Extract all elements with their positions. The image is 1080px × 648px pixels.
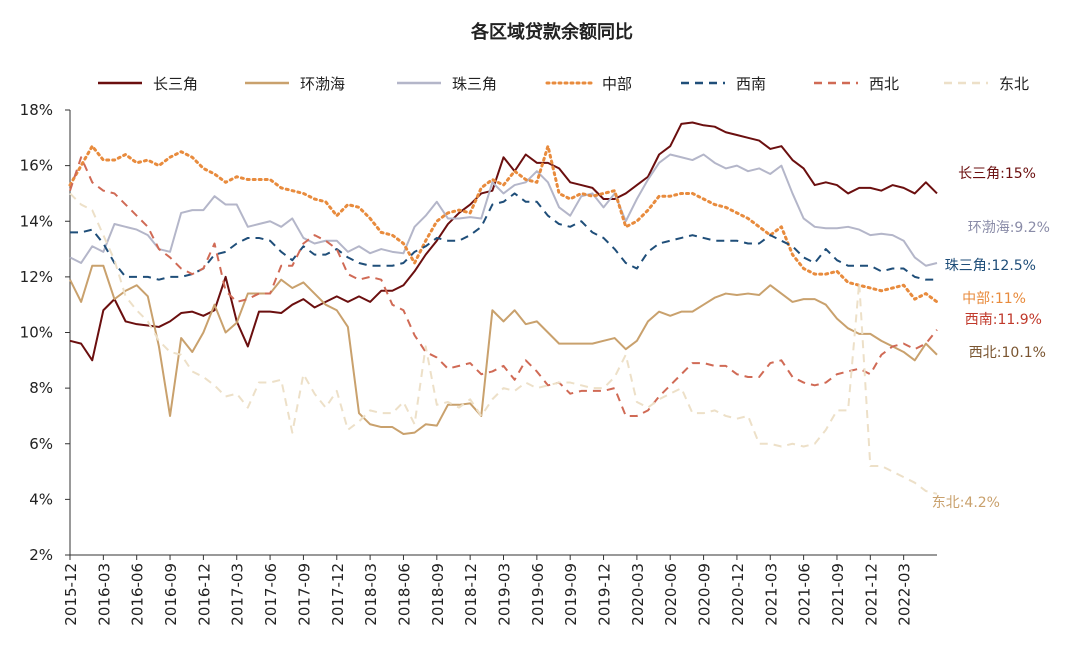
x-tick-label: 2019-09 xyxy=(562,563,580,626)
legend-item: 东北 xyxy=(944,75,1029,93)
y-axis: 2% 4% 6% 8% 10% 12% 14% 16% 18% xyxy=(20,101,71,564)
x-tick-label: 2019-03 xyxy=(496,563,514,626)
x-tick-label: 2020-03 xyxy=(629,563,647,626)
x-tick-label: 2017-12 xyxy=(329,563,347,626)
end-label: 珠三角:12.5% xyxy=(945,258,1036,274)
x-tick-label: 2020-09 xyxy=(696,563,714,626)
chart-title: 各区域贷款余额同比 xyxy=(470,21,633,43)
x-tick-label: 2016-09 xyxy=(162,563,180,626)
legend-item: 西南 xyxy=(681,75,766,93)
end-label: 西南:11.9% xyxy=(965,312,1042,328)
end-labels: 长三角:15% 环渤海:9.2% 珠三角:12.5% 中部:11% 西南:11.9% 西北… xyxy=(932,166,1050,511)
x-tick-label: 2017-06 xyxy=(262,563,280,626)
x-tick-label: 2018-03 xyxy=(362,563,380,626)
x-tick-label: 2017-09 xyxy=(295,563,313,626)
y-tick-label: 6% xyxy=(29,435,53,453)
x-tick-label: 2021-06 xyxy=(796,563,814,626)
x-tick-label: 2019-12 xyxy=(596,563,614,626)
legend-label: 长三角 xyxy=(153,75,198,93)
x-tick-label: 2016-12 xyxy=(195,563,213,626)
legend-label: 环渤海 xyxy=(300,75,345,93)
legend-label: 东北 xyxy=(999,75,1029,93)
legend-label: 西北 xyxy=(869,75,899,93)
legend-item: 中部 xyxy=(545,75,632,93)
x-tick-label: 2018-12 xyxy=(462,563,480,626)
x-tick-label: 2018-09 xyxy=(429,563,447,626)
x-tick-label: 2021-03 xyxy=(762,563,780,626)
series-line-9-2 xyxy=(69,264,938,436)
x-tick-label: 2020-06 xyxy=(662,563,680,626)
x-axis: 2015-12 2016-03 2016-06 2016-09 2016-12 2017-… xyxy=(62,554,937,626)
legend-label: 珠三角 xyxy=(452,75,497,93)
x-tick-label: 2017-03 xyxy=(229,563,247,626)
end-label: 东北:4.2% xyxy=(932,495,1000,511)
x-tick-label: 2019-06 xyxy=(529,563,547,626)
x-tick-label: 2022-03 xyxy=(896,563,914,626)
y-tick-label: 14% xyxy=(20,212,53,230)
legend-item: 环渤海 xyxy=(245,75,345,93)
y-tick-label: 16% xyxy=(20,157,53,175)
end-label: 长三角:15% xyxy=(958,166,1036,182)
x-tick-label: 2021-09 xyxy=(829,563,847,626)
end-label: 西北:10.1% xyxy=(969,345,1046,361)
series-line-4-2 xyxy=(69,192,938,495)
legend-label: 中部 xyxy=(602,75,632,93)
series-line-11-9 xyxy=(70,192,937,281)
legend-item: 长三角 xyxy=(98,75,198,93)
x-tick-label: 2021-12 xyxy=(862,563,880,626)
x-tick-label: 2016-03 xyxy=(95,563,113,626)
series-line-12-5 xyxy=(69,153,938,267)
series-line-15 xyxy=(69,121,938,362)
legend-item: 西北 xyxy=(814,75,899,93)
y-tick-label: 12% xyxy=(20,268,53,286)
legend-item: 珠三角 xyxy=(397,75,497,93)
y-tick-label: 18% xyxy=(20,101,53,119)
plot-series xyxy=(68,121,939,495)
x-tick-label: 2018-06 xyxy=(395,563,413,626)
y-tick-label: 2% xyxy=(29,546,53,564)
series-line-10-1 xyxy=(69,156,938,417)
legend-label: 西南 xyxy=(736,75,766,93)
y-tick-label: 4% xyxy=(29,490,53,508)
series-line-11 xyxy=(68,144,939,304)
y-tick-label: 10% xyxy=(20,324,53,342)
x-tick-label: 2020-12 xyxy=(729,563,747,626)
x-tick-label: 2016-06 xyxy=(129,563,147,626)
end-label: 环渤海:9.2% xyxy=(968,220,1050,236)
y-tick-label: 8% xyxy=(29,379,53,397)
legend: 长三角 环渤海 珠三角 中部 西南 西北 东北 xyxy=(98,75,1029,93)
x-tick-label: 2015-12 xyxy=(62,563,80,626)
end-label: 中部:11% xyxy=(962,291,1026,307)
